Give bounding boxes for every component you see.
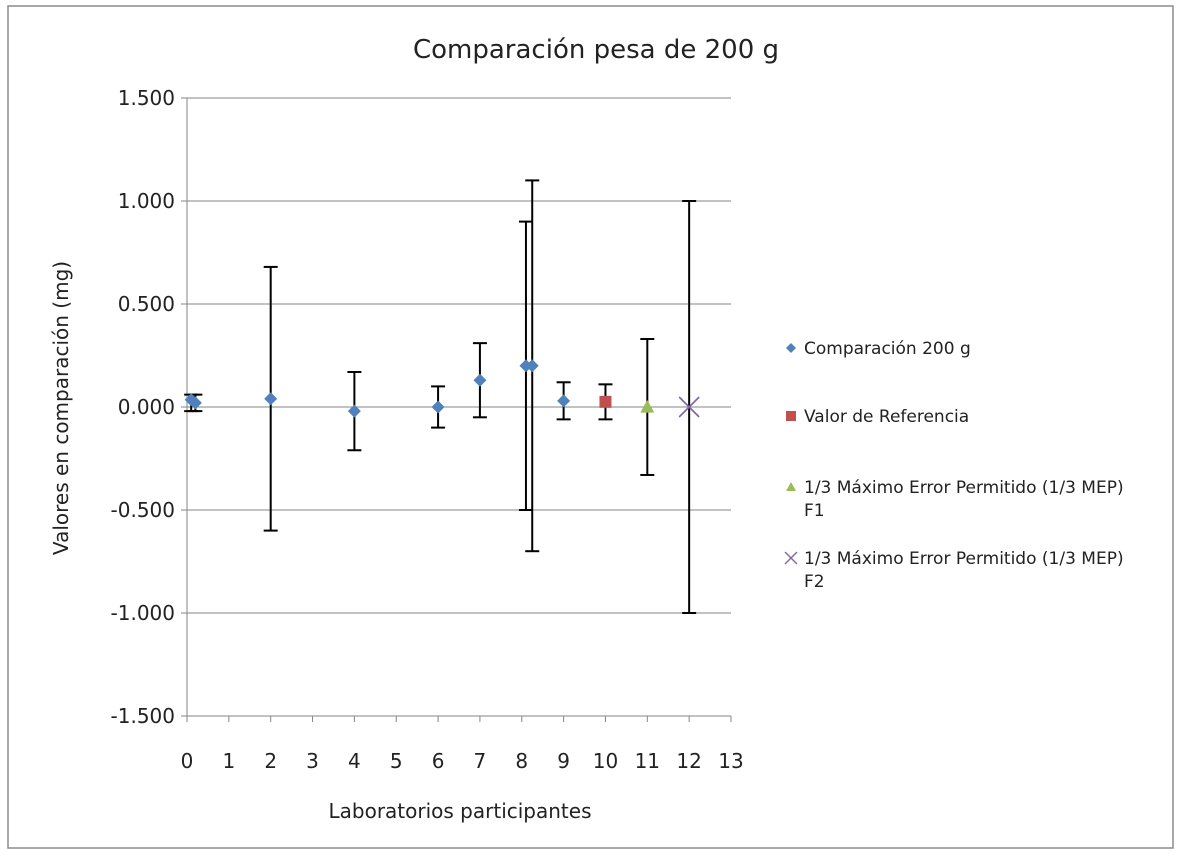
y-tick-label: -0.500 (111, 498, 175, 522)
data-point (188, 396, 202, 410)
chart-border (7, 5, 1174, 849)
x-tick-label: 12 (676, 749, 701, 773)
y-tick-label: 1.000 (118, 189, 175, 213)
x-tick-label: 9 (557, 749, 570, 773)
y-tick-label: -1.500 (111, 704, 175, 728)
legend-label: 1/3 Máximo Error Permitido (1/3 MEP) (804, 549, 1124, 569)
x-tick-label: 11 (635, 749, 660, 773)
legend-label: Valor de Referencia (804, 407, 969, 427)
x-tick-label: 8 (515, 749, 528, 773)
data-point (640, 400, 655, 413)
x-tick-label: 1 (222, 749, 235, 773)
x-axis-title: Laboratorios participantes (329, 799, 592, 823)
y-tick-label: 0.000 (118, 395, 175, 419)
legend-label: 1/3 Máximo Error Permitido (1/3 MEP) (804, 478, 1124, 498)
y-axis-title: Valores en comparación (mg) (49, 261, 73, 555)
data-point (347, 404, 361, 418)
x-tick-label: 7 (474, 749, 487, 773)
x-tick-label: 6 (432, 749, 445, 773)
legend-marker (786, 343, 796, 353)
legend-label: Comparación 200 g (804, 339, 971, 359)
chart-title: Comparación pesa de 200 g (413, 35, 779, 65)
data-point (557, 394, 571, 408)
y-tick-label: 0.500 (118, 292, 175, 316)
legend-label: F1 (804, 501, 825, 521)
legend-marker (786, 411, 796, 421)
data-markers (184, 359, 700, 418)
x-tick-label: 4 (348, 749, 361, 773)
x-tick-label: 13 (718, 749, 743, 773)
data-point (599, 395, 612, 408)
y-tick-label: -1.000 (111, 601, 175, 625)
x-tick-label: 0 (181, 749, 194, 773)
data-point (525, 359, 539, 373)
legend-marker (786, 482, 796, 491)
data-point (431, 400, 445, 414)
legend-label: F2 (804, 572, 825, 592)
grid-lines (187, 97, 731, 717)
data-point (678, 396, 700, 418)
x-tick-label: 2 (264, 749, 277, 773)
legend-marker (784, 551, 798, 565)
y-tick-label: 1.500 (118, 86, 175, 110)
x-tick-label: 5 (390, 749, 403, 773)
x-tick-label: 3 (306, 749, 319, 773)
data-point (473, 373, 487, 387)
legend: Comparación 200 g Valor de Referencia 1/3 … (784, 339, 1124, 592)
x-tick-label: 10 (593, 749, 618, 773)
data-point (264, 392, 278, 406)
